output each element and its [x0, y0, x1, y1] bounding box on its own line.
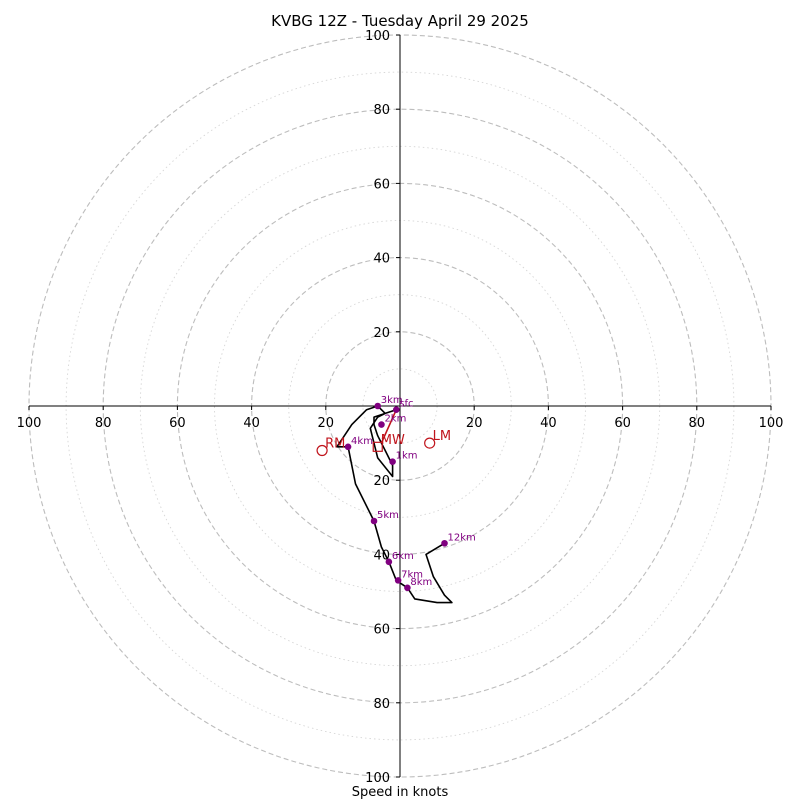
tick-label-left-60: 60 — [169, 416, 186, 431]
height-label-4km: 4km — [351, 436, 373, 447]
height-point-1km — [389, 458, 396, 465]
height-point-12km — [441, 539, 448, 547]
storm-motion-lm-label: LM — [433, 429, 451, 444]
mean-wind-vector — [380, 409, 398, 444]
height-point-sfc — [392, 406, 400, 414]
height-label-sfc: sfc — [399, 399, 413, 410]
tick-label-up-40: 40 — [373, 252, 390, 267]
tick-label-left-100: 100 — [17, 416, 42, 431]
height-point-2km — [378, 421, 385, 428]
storm-motion-mw-marker — [372, 441, 383, 452]
tick-label-right-100: 100 — [759, 416, 784, 431]
storm-motion-rm-marker — [316, 444, 328, 457]
tick-label-down-60: 60 — [373, 623, 390, 638]
height-point-3km — [374, 402, 382, 410]
x-axis-label: Speed in knots — [352, 785, 449, 800]
tick-label-right-40: 40 — [540, 416, 557, 431]
height-label-8km: 8km — [410, 577, 432, 588]
height-point-5km — [370, 517, 378, 525]
tick-label-right-80: 80 — [689, 416, 706, 431]
tick-labels: 20 20 20 20 40 40 40 40 60 60 60 60 80 80 80 80 100 100 10… — [17, 29, 784, 786]
height-label-6km: 6km — [392, 551, 414, 562]
tick-label-left-80: 80 — [95, 416, 112, 431]
tick-label-left-20: 20 — [318, 416, 335, 431]
height-point-4km — [344, 443, 352, 451]
tick-label-left-40: 40 — [243, 416, 260, 431]
storm-motion-group: RM LM MW — [316, 409, 451, 457]
height-point-6km — [385, 558, 393, 566]
tick-label-up-20: 20 — [373, 326, 390, 341]
storm-motion-rm-label: RM — [325, 437, 345, 452]
tick-label-up-60: 60 — [373, 177, 390, 192]
axes — [28, 34, 772, 778]
height-label-5km: 5km — [377, 510, 399, 521]
tick-label-down-80: 80 — [373, 697, 390, 712]
height-label-1km: 1km — [396, 451, 418, 462]
height-label-2km: 2km — [384, 414, 406, 425]
hodograph-trace-group — [336, 405, 453, 604]
height-label-3km: 3km — [381, 395, 403, 406]
tick-label-right-20: 20 — [466, 416, 483, 431]
storm-motion-lm-marker — [424, 437, 436, 449]
hodograph-trace — [336, 405, 453, 604]
tick-label-down-100: 100 — [365, 771, 390, 786]
height-point-7km — [394, 577, 402, 584]
tick-label-up-100: 100 — [365, 29, 390, 44]
tick-label-down-40: 40 — [373, 548, 390, 563]
storm-motion-mw-label: MW — [381, 433, 405, 448]
height-label-7km: 7km — [401, 569, 423, 580]
tick-label-down-20: 20 — [373, 474, 390, 489]
tick-label-up-80: 80 — [373, 103, 390, 118]
height-label-12km: 12km — [448, 532, 476, 543]
chart-title: KVBG 12Z - Tuesday April 29 2025 — [271, 12, 529, 30]
tick-label-right-60: 60 — [614, 416, 631, 431]
height-point-8km — [404, 584, 411, 592]
